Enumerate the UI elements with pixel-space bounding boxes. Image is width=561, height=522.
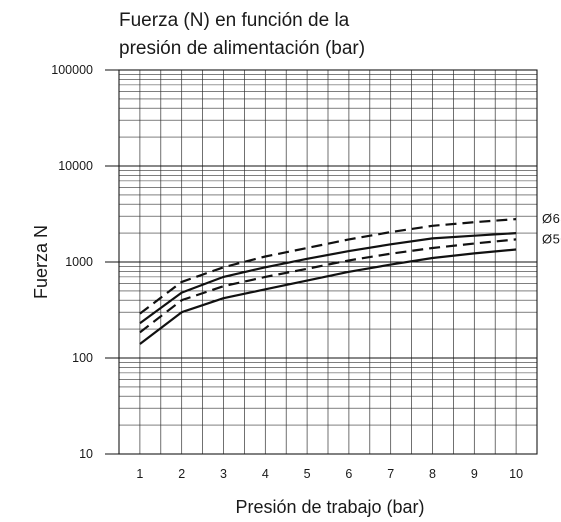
- series-line: [139, 232, 517, 325]
- x-tick-label: 1: [136, 467, 143, 481]
- y-tick-label: 10000: [58, 159, 93, 173]
- grid-major: [119, 165, 537, 359]
- y-tick-label: 100000: [51, 63, 93, 77]
- x-tick-labels: 1 2 3 4 5 6 7 8 9 10: [136, 467, 523, 481]
- series-lines: [139, 218, 517, 345]
- y-tick-label: 100: [72, 351, 93, 365]
- chart-title-line-2: presión de alimentación (bar): [119, 38, 365, 59]
- x-tick-label: 3: [220, 467, 227, 481]
- series-label: Ø50: [542, 231, 561, 246]
- series-line: [139, 248, 517, 345]
- x-tick-label: 7: [387, 467, 394, 481]
- x-tick-label: 6: [345, 467, 352, 481]
- y-tick-label: 1000: [65, 255, 93, 269]
- y-tick-labels: 10 100 1000 10000 100000: [51, 63, 119, 461]
- x-tick-label: 9: [471, 467, 478, 481]
- series-labels: Ø63Ø50: [542, 211, 561, 246]
- series-line: [139, 238, 517, 334]
- y-tick-label: 10: [79, 447, 93, 461]
- x-tick-label: 5: [304, 467, 311, 481]
- x-tick-label: 2: [178, 467, 185, 481]
- y-axis-label: Fuerza N: [31, 225, 51, 299]
- x-axis-label: Presión de trabajo (bar): [235, 497, 424, 517]
- x-tick-label: 10: [509, 467, 523, 481]
- x-tick-label: 8: [429, 467, 436, 481]
- x-tick-label: 4: [262, 467, 269, 481]
- series-label: Ø63: [542, 211, 561, 226]
- series-line: [139, 218, 517, 315]
- chart-title-line-1: Fuerza (N) en función de la: [119, 10, 350, 31]
